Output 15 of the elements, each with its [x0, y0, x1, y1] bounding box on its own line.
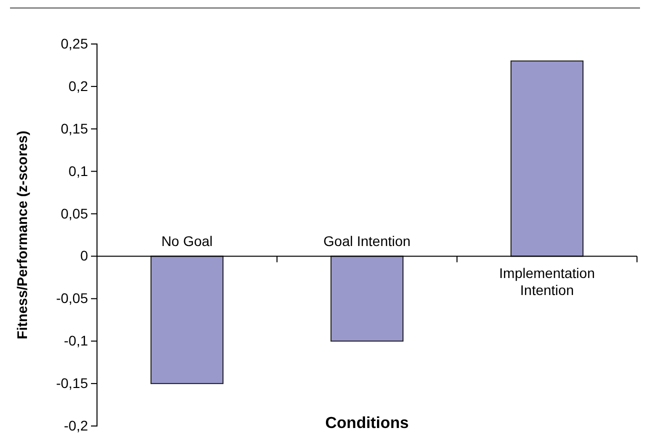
y-tick-label: -0,05: [56, 290, 88, 306]
x-tick-label: Implementation Intention: [499, 265, 595, 298]
y-tick-label: -0,2: [64, 417, 88, 434]
x-tick-label: Goal Intention: [323, 233, 411, 250]
y-tick-label: 0,05: [60, 205, 88, 222]
y-tick-label: 0,2: [68, 78, 88, 94]
y-tick-label: 0,15: [60, 120, 88, 136]
y-tick-label: 0,25: [60, 35, 88, 52]
y-axis-title: Fitness/Performance (z-scores): [14, 130, 30, 340]
x-tick-label: No Goal: [161, 233, 213, 250]
y-tick-label: 0: [80, 248, 88, 264]
y-tick-label: 0,1: [68, 162, 88, 179]
y-tick-label: -0,1: [64, 332, 88, 349]
x-axis-title: Conditions: [325, 415, 409, 432]
y-tick-label: -0,15: [56, 375, 88, 392]
